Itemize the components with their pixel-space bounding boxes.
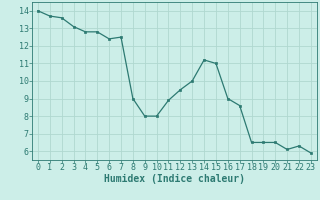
X-axis label: Humidex (Indice chaleur): Humidex (Indice chaleur) (104, 174, 245, 184)
